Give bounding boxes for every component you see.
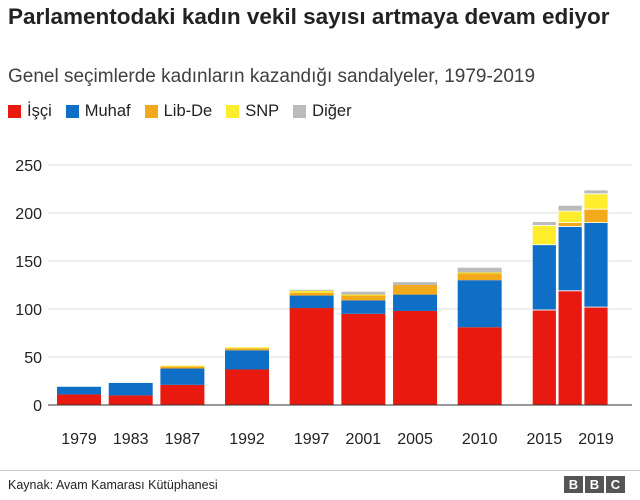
x-tick-label: 1997: [294, 431, 330, 448]
bar-segment: [289, 289, 334, 291]
bar-segment: [531, 221, 557, 226]
y-tick-label: 100: [15, 302, 42, 319]
bar-segment: [289, 308, 334, 405]
bar-segment: [557, 290, 583, 406]
legend-item-isci: İşçi: [8, 102, 52, 121]
bar-segment: [457, 280, 502, 328]
bar-segment: [583, 306, 609, 406]
bar-chart: 0 50 100 150 200 250 1979 1983 1987 1992 1997 2001 2…: [15, 158, 632, 448]
bar-segment: [457, 273, 502, 281]
x-tick-label: 1979: [61, 431, 97, 448]
chart-subtitle: Genel seçimlerde kadınların kazandığı sa…: [8, 66, 536, 87]
legend-item-snp: SNP: [226, 102, 279, 121]
bar-segment: [160, 365, 205, 367]
legend-label-lib-de: Lib-De: [163, 102, 213, 120]
bar-segment: [289, 290, 334, 293]
bar-segment: [583, 189, 609, 195]
bar-segment: [557, 222, 583, 227]
x-tick-label: 1983: [113, 431, 149, 448]
bar-segment: [583, 193, 609, 210]
legend-item-lib-de: Lib-De: [144, 102, 213, 121]
x-tick-label: 2015: [527, 431, 563, 448]
bar-segment: [557, 204, 583, 212]
legend-swatch-snp: [226, 105, 240, 118]
footer-divider: [0, 470, 640, 471]
legend-label-snp: SNP: [245, 102, 280, 120]
bar-segment: [341, 300, 386, 314]
bar-segment: [341, 291, 386, 295]
x-tick-label: 1992: [229, 431, 265, 448]
bar-segment: [531, 309, 557, 406]
bar-segment: [160, 384, 205, 405]
bar-segment: [393, 282, 438, 285]
x-tick-label: 2001: [346, 431, 382, 448]
bar-segment: [583, 208, 609, 224]
legend-swatch-muhaf: [65, 105, 79, 118]
y-tick-label: 250: [15, 158, 42, 175]
bbc-logo-letter: B: [585, 476, 604, 493]
x-tick-label: 2005: [397, 431, 433, 448]
legend-item-diger: Diğer: [293, 102, 352, 121]
chart-title: Parlamentodaki kadın vekil sayısı artmay…: [8, 4, 610, 29]
legend-swatch-isci: [8, 105, 21, 118]
legend-item-muhaf: Muhaf: [65, 102, 131, 121]
y-tick-label: 150: [15, 254, 42, 271]
bar-segment: [393, 310, 438, 405]
bar-segment: [225, 369, 270, 405]
legend-swatch-diger: [293, 105, 307, 118]
y-tick-label: 0: [33, 398, 42, 415]
bar-segment: [57, 394, 101, 405]
bbc-logo-letter: B: [564, 476, 583, 493]
bar-segment: [160, 366, 205, 369]
bar-segment: [225, 348, 270, 351]
bar-segment: [557, 210, 583, 224]
x-tick-label: 1987: [165, 431, 201, 448]
bar-segment: [393, 294, 438, 311]
legend-label-muhaf: Muhaf: [84, 102, 131, 120]
legend: İşçi Muhaf Lib-De SNP Diğer: [8, 102, 366, 121]
bar-segment: [457, 327, 502, 405]
legend-label-diger: Diğer: [312, 102, 352, 120]
bar-segment: [289, 292, 334, 296]
bar-segment: [457, 267, 502, 273]
bbc-logo-letter: C: [606, 476, 625, 493]
bar-segment: [457, 272, 502, 274]
bar-segment: [341, 294, 386, 296]
bar-segment: [108, 382, 153, 396]
bar-segment: [108, 395, 153, 405]
x-tick-label: 2019: [578, 431, 614, 448]
bar-segment: [225, 347, 270, 349]
bar-segment: [531, 225, 557, 246]
y-tick-label: 200: [15, 206, 42, 223]
bar-segment: [557, 226, 583, 292]
y-tick-label: 50: [24, 350, 42, 367]
legend-label-isci: İşçi: [27, 102, 52, 120]
bar-segment: [393, 285, 438, 295]
legend-swatch-lib-de: [144, 105, 158, 118]
bar-segment: [531, 244, 557, 311]
bar-segment: [160, 368, 205, 385]
bar-segment: [57, 386, 101, 395]
bar-segment: [289, 295, 334, 309]
source-note: Kaynak: Avam Kamarası Kütüphanesi: [8, 478, 218, 492]
bbc-logo: B B C: [562, 476, 625, 493]
bar-segment: [341, 295, 386, 301]
bar-segment: [583, 222, 609, 308]
bar-segment: [225, 350, 270, 370]
x-tick-label: 2010: [462, 431, 498, 448]
bar-segment: [341, 313, 386, 405]
